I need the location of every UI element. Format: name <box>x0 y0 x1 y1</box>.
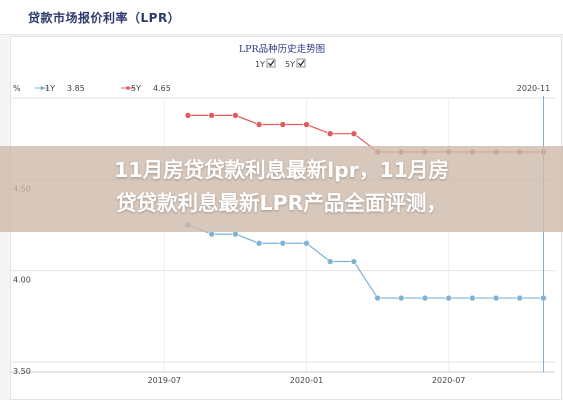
checkbox-label-1Y: 1Y <box>255 60 265 69</box>
checkbox-label-5Y: 5Y <box>285 60 295 69</box>
y-tick-label: 4.00 <box>13 276 31 285</box>
legend-name-1Y: 1Y <box>45 84 55 93</box>
data-point-5Y <box>326 130 334 137</box>
data-point-5Y <box>350 130 358 137</box>
headline-line-1: 11月房贷贷款利息最新lpr，11月房 <box>114 158 449 182</box>
headline-overlay: 11月房贷贷款利息最新lpr，11月房 贷贷款利息最新LPR产品全面评测， <box>0 154 563 220</box>
data-point-1Y <box>255 239 263 247</box>
y-tick-label: 3.50 <box>13 367 31 376</box>
checkbox-5Y[interactable] <box>296 58 306 68</box>
legend-value-5Y: 4.65 <box>153 84 171 93</box>
series-checkbox-row: 1Y 5Y <box>255 58 306 69</box>
data-point-5Y <box>303 121 310 128</box>
chart-title: LPR品种历史走势图 <box>239 43 325 55</box>
check-mark-icon <box>268 60 275 67</box>
data-point-1Y <box>350 258 358 265</box>
page-title: 贷款市场报价利率（LPR） <box>28 11 181 25</box>
cursor-layer: 2020-11 <box>517 84 550 372</box>
data-point-1Y <box>279 239 287 247</box>
x-tick-label: 2020-07 <box>432 376 465 385</box>
headline-overlay-band <box>0 146 563 232</box>
data-point-5Y <box>208 112 215 119</box>
checkbox-1Y[interactable] <box>266 58 276 68</box>
data-point-1Y <box>326 258 334 265</box>
data-point-5Y <box>232 112 239 119</box>
data-point-1Y <box>303 239 310 247</box>
data-point-5Y <box>255 121 263 128</box>
legend-value-1Y: 3.85 <box>67 84 85 93</box>
data-point-1Y <box>374 294 381 302</box>
legend-name-5Y: 5Y <box>131 84 141 93</box>
data-point-1Y <box>421 294 429 302</box>
legend-marker-5Y <box>126 86 130 90</box>
data-point-5Y <box>184 112 192 119</box>
x-tick-label: 2020-01 <box>290 376 323 385</box>
data-point-1Y <box>492 294 500 302</box>
x-tick-label: 2019-07 <box>148 376 181 385</box>
data-point-1Y <box>397 294 405 302</box>
y-unit-label: % <box>13 84 21 93</box>
data-point-5Y <box>279 121 287 128</box>
data-point-1Y <box>232 230 239 238</box>
data-point-1Y <box>208 230 215 238</box>
data-point-1Y <box>469 294 476 302</box>
grid <box>10 97 555 373</box>
data-point-1Y <box>516 294 524 302</box>
series-line-1Y <box>187 224 544 299</box>
legend-row: % 1Y 3.85 5Y 4.65 <box>13 84 171 93</box>
cursor-label: 2020-11 <box>517 84 550 93</box>
x-axis-ticks: 2019-07 2020-01 2020-07 <box>148 376 466 385</box>
data-point-1Y <box>445 294 453 302</box>
legend-marker-1Y <box>40 86 44 90</box>
page-header: 贷款市场报价利率（LPR） <box>0 0 563 35</box>
check-mark-icon <box>298 60 305 67</box>
headline-line-2: 贷贷款利息最新LPR产品全面评测， <box>116 191 447 215</box>
